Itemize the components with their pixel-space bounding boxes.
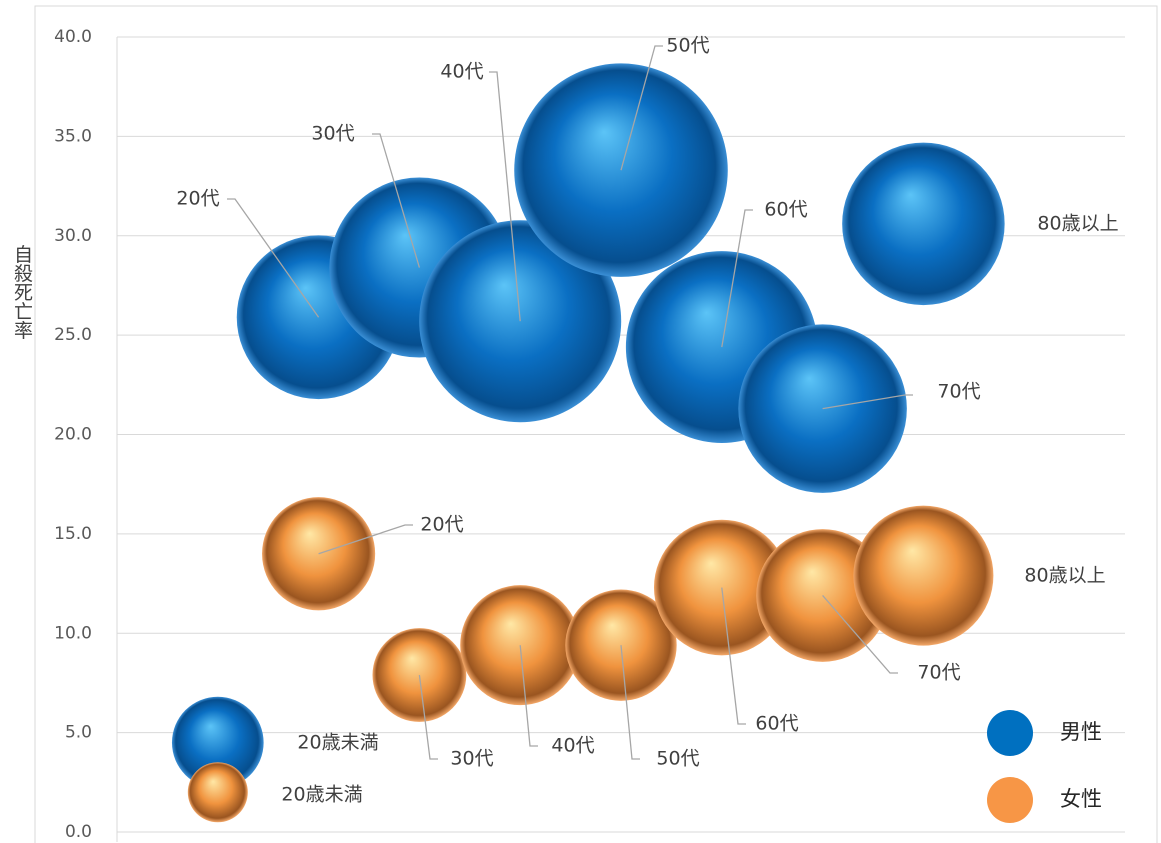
y-tick-label: 35.0 [54,126,92,146]
data-label: 20歳未満 [281,784,362,806]
leader-line [418,674,438,760]
leader-line [372,133,421,268]
legend-marker [987,710,1033,756]
leader-line [227,198,320,318]
bubble [187,762,248,823]
data-label: 20歳未満 [297,732,378,754]
leader-line [620,645,640,760]
bubble [565,589,677,701]
data-label: 70代 [937,381,980,403]
leader-line [721,209,753,348]
leader-line [721,587,746,725]
data-label: 80歳以上 [1037,213,1118,235]
bubble [853,505,994,646]
y-tick-label: 15.0 [54,524,92,544]
y-tick-label: 30.0 [54,226,92,246]
y-tick-label: 5.0 [65,723,92,743]
data-label: 30代 [311,123,354,145]
data-label: 60代 [755,713,798,735]
leader-line [489,71,521,322]
legend-marker [987,777,1033,823]
leader-line [822,394,913,410]
y-tick-label: 0.0 [65,822,92,842]
y-tick-label: 40.0 [54,27,92,47]
frame [34,5,1158,843]
y-tick-label: 20.0 [54,425,92,445]
leader-line [318,524,413,555]
leader-line [519,645,538,747]
legend-label: 男性 [1060,720,1102,744]
data-label: 20代 [176,188,219,210]
data-label: 80歳以上 [1024,565,1105,587]
data-label: 30代 [450,748,493,770]
y-tick-label: 25.0 [54,325,92,345]
bubble [842,142,1005,306]
y-axis-label: 自殺死亡率 [11,244,33,339]
bubble [171,696,264,789]
data-label: 20代 [420,514,463,536]
bubble [372,628,467,722]
y-tick-label: 10.0 [54,623,92,643]
data-label: 40代 [440,61,483,83]
leader-line [822,595,898,674]
legend-label: 女性 [1060,787,1102,811]
data-label: 60代 [764,199,807,221]
data-label: 50代 [656,748,699,770]
data-label: 50代 [666,35,709,57]
data-label: 40代 [551,735,594,757]
leader-line [620,45,663,171]
data-label: 70代 [917,662,960,684]
